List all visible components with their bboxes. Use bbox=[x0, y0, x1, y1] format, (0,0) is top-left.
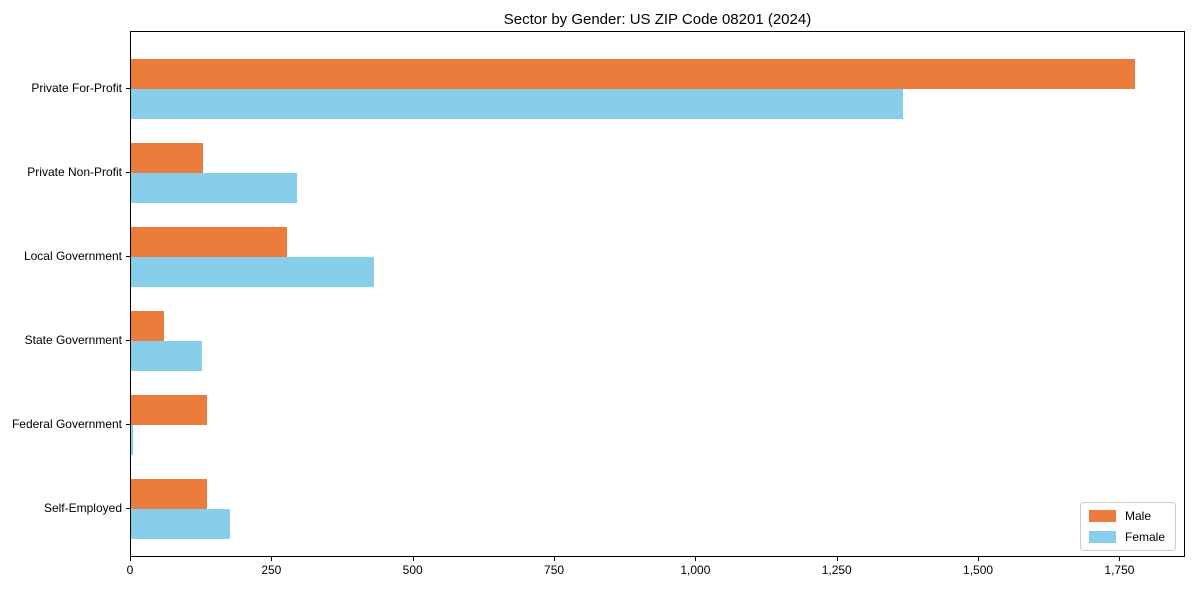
y-axis-label-local-government: Local Government bbox=[23, 249, 122, 263]
x-axis-tick-label: 1,000 bbox=[680, 563, 711, 577]
x-axis-tick bbox=[836, 557, 838, 561]
bar-male-private-for-profit bbox=[131, 59, 1135, 89]
legend-swatch-male bbox=[1088, 510, 1116, 522]
y-axis-label-private-non-profit: Private Non-Profit bbox=[27, 165, 122, 179]
legend-entry-male: Male bbox=[1088, 509, 1165, 523]
x-axis-tick-label: 250 bbox=[261, 563, 282, 577]
bar-female-private-non-profit bbox=[131, 173, 297, 203]
x-axis-tick-label: 1,500 bbox=[963, 563, 994, 577]
y-axis-tick bbox=[126, 508, 130, 509]
y-axis-tick bbox=[126, 340, 130, 341]
bar-male-local-government bbox=[131, 227, 287, 257]
legend-label-female: Female bbox=[1124, 530, 1165, 544]
chart-title: Sector by Gender: US ZIP Code 08201 (202… bbox=[503, 11, 812, 28]
bar-female-federal-government bbox=[131, 425, 133, 455]
plot-area: Male Female bbox=[130, 31, 1185, 557]
y-axis-label-self-employed: Self-Employed bbox=[43, 501, 122, 515]
x-axis-tick bbox=[1119, 557, 1121, 561]
x-axis-tick bbox=[695, 557, 697, 561]
bar-female-private-for-profit bbox=[131, 89, 903, 119]
y-axis-tick bbox=[126, 172, 130, 173]
x-axis-tick bbox=[978, 557, 980, 561]
bar-female-state-government bbox=[131, 341, 202, 371]
legend-entry-female: Female bbox=[1088, 530, 1165, 544]
x-axis-tick bbox=[130, 557, 131, 561]
y-axis-label-private-for-profit: Private For-Profit bbox=[31, 81, 122, 95]
legend-swatch-female bbox=[1088, 531, 1116, 543]
bar-female-local-government bbox=[131, 257, 374, 287]
bar-male-federal-government bbox=[131, 395, 207, 425]
x-axis-tick-label: 500 bbox=[402, 563, 423, 577]
bar-male-state-government bbox=[131, 311, 164, 341]
y-axis-tick bbox=[126, 256, 130, 257]
x-axis-tick-label: 750 bbox=[544, 563, 565, 577]
y-axis-tick bbox=[126, 88, 130, 89]
legend: Male Female bbox=[1079, 502, 1176, 551]
bar-male-self-employed bbox=[131, 479, 207, 509]
x-axis-tick-label: 0 bbox=[126, 563, 134, 577]
x-axis-tick bbox=[271, 557, 273, 561]
x-axis-tick bbox=[554, 557, 556, 561]
bar-female-self-employed bbox=[131, 509, 230, 539]
legend-label-male: Male bbox=[1124, 509, 1151, 523]
x-axis-tick-label: 1,750 bbox=[1104, 563, 1135, 577]
bar-male-private-non-profit bbox=[131, 143, 203, 173]
x-axis-tick-label: 1,250 bbox=[821, 563, 852, 577]
y-axis-label-federal-government: Federal Government bbox=[11, 417, 122, 431]
x-axis-tick bbox=[412, 557, 414, 561]
y-axis-label-state-government: State Government bbox=[24, 333, 122, 347]
y-axis-tick bbox=[126, 424, 130, 425]
